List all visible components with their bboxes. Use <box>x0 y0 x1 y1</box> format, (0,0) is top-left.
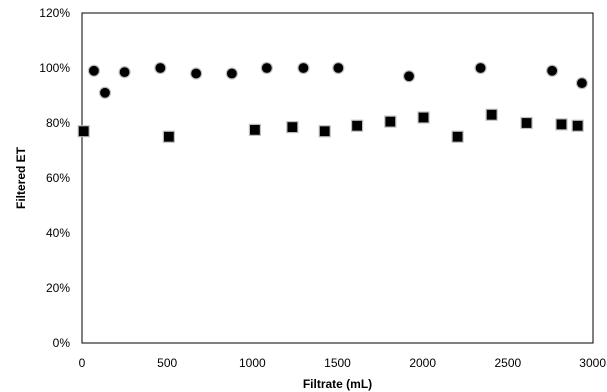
data-point-circle <box>260 61 273 75</box>
y-tick-label: 80% <box>46 116 70 130</box>
data-point-square <box>555 118 568 131</box>
y-tick-label: 40% <box>46 226 70 240</box>
data-point-square <box>77 125 90 138</box>
y-tick-label: 20% <box>46 281 70 295</box>
x-tick-label: 1000 <box>239 356 266 370</box>
data-point-circle <box>225 67 238 80</box>
data-point-square <box>485 108 498 121</box>
data-point-square <box>384 115 397 128</box>
x-axis-ticks: 0 500 1000 1500 2000 2500 3000 <box>79 356 607 370</box>
data-point-circle <box>154 61 167 75</box>
x-tick-label: 2000 <box>409 356 436 370</box>
data-point-square <box>417 111 430 124</box>
x-axis-title: Filtrate (mL) <box>303 377 372 391</box>
data-point-square <box>162 130 175 143</box>
data-point-circle <box>546 64 559 77</box>
y-tick-label: 0% <box>53 336 71 350</box>
data-markers <box>77 61 589 143</box>
data-point-circle <box>190 67 203 80</box>
data-point-circle <box>575 77 589 90</box>
data-point-square <box>571 119 584 132</box>
data-point-square <box>318 125 331 138</box>
x-tick-label: 1500 <box>324 356 351 370</box>
data-point-circle <box>118 66 131 79</box>
data-point-square <box>451 130 464 143</box>
data-point-square <box>286 121 299 134</box>
data-point-circle <box>297 61 310 75</box>
y-tick-label: 60% <box>46 171 70 185</box>
data-point-circle <box>87 64 101 77</box>
y-tick-label: 100% <box>39 61 70 75</box>
data-point-square <box>350 119 364 132</box>
data-point-circle <box>402 70 416 83</box>
x-tick-label: 2500 <box>494 356 521 370</box>
data-point-circle <box>98 86 112 99</box>
x-tick-label: 0 <box>79 356 86 370</box>
data-point-square <box>520 116 533 130</box>
y-axis-title: Filtered ET <box>14 146 28 209</box>
x-tick-label: 3000 <box>579 356 606 370</box>
y-tick-label: 120% <box>39 6 70 20</box>
y-axis-ticks: 0% 20% 40% 60% 80% 100% 120% <box>39 6 70 350</box>
data-point-circle <box>332 61 345 75</box>
x-tick-label: 500 <box>157 356 177 370</box>
data-point-circle <box>474 61 487 75</box>
data-point-square <box>248 123 261 136</box>
